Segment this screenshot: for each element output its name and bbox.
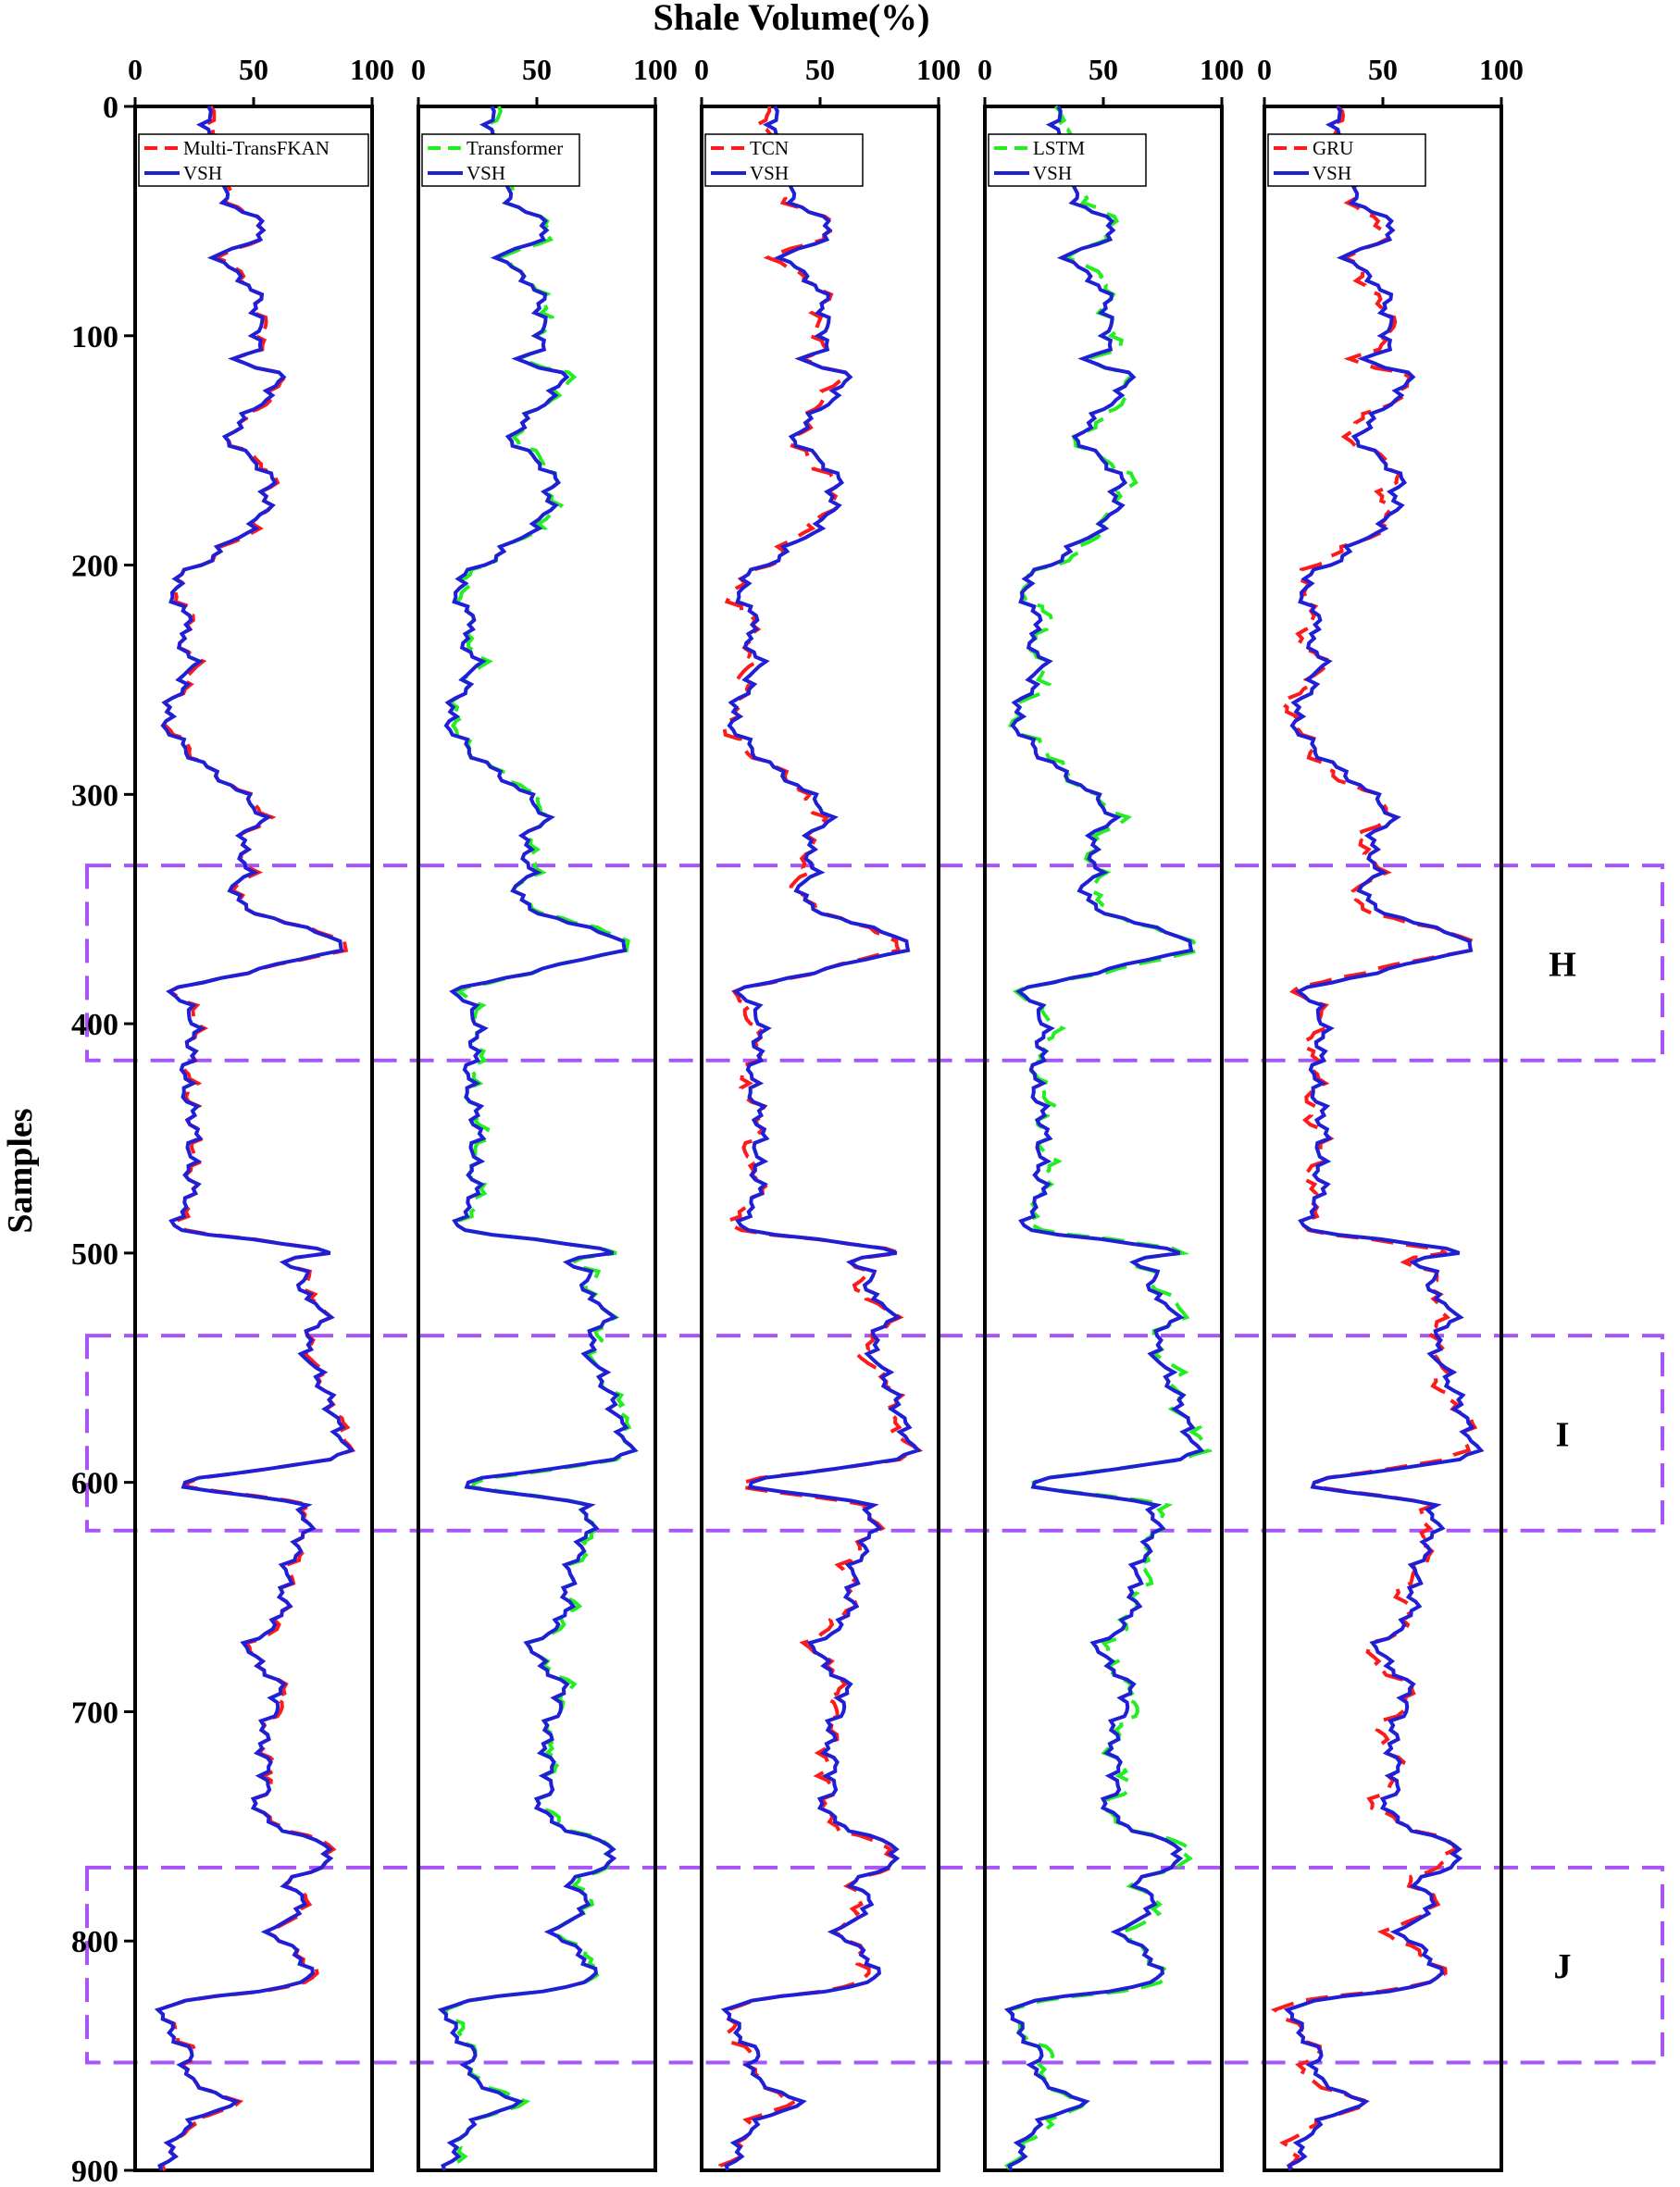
panel-frame-4 <box>1263 105 1503 2172</box>
x-tick-label-0: 0 <box>694 53 709 86</box>
y-tick-labels: 0 100 200 300 400 500 600 700 800 900 <box>71 91 118 2187</box>
legend-2: TCN VSH <box>704 133 864 187</box>
zone-label-H: H <box>1549 945 1576 984</box>
y-tick-label-800: 800 <box>71 1925 118 1959</box>
series-line-gru <box>1270 105 1478 2172</box>
panel-frame-1 <box>417 105 657 2172</box>
x-tick-label-0: 0 <box>977 53 992 86</box>
legend-label-vsh: VSH <box>467 162 505 184</box>
x-tick-label-50: 50 <box>1089 53 1118 86</box>
x-tick-label-100: 100 <box>1200 53 1244 86</box>
zone-box-H <box>85 864 1664 1062</box>
series-line-vsh-4 <box>1283 106 1485 2171</box>
legend-label-vsh: VSH <box>183 162 222 184</box>
legend-label-vsh: VSH <box>1033 162 1072 184</box>
panel-3: 0 50 100 LSTM VSH <box>977 53 1244 2172</box>
panel-0: 0 50 100 Multi-TransFKAN VSH <box>124 53 394 2172</box>
y-tick-label-0: 0 <box>103 91 118 125</box>
series-line-vsh-3 <box>1003 106 1205 2171</box>
panel-4: 0 50 100 GRU VSH <box>1257 53 1524 2172</box>
x-tick-label-100: 100 <box>916 53 961 86</box>
x-tick-label-0: 0 <box>128 53 143 86</box>
panel-frame-0 <box>133 105 374 2172</box>
x-tick-label-50: 50 <box>805 53 835 86</box>
y-tick-label-600: 600 <box>71 1467 118 1501</box>
x-tick-label-100: 100 <box>1479 53 1524 86</box>
y-tick-label-500: 500 <box>71 1237 118 1272</box>
x-tick-label-0: 0 <box>411 53 426 86</box>
legend-box <box>988 133 1147 187</box>
legend-label-prediction: LSTM <box>1033 137 1085 159</box>
panel-frame-2 <box>700 105 940 2172</box>
legend-label-prediction: GRU <box>1313 137 1353 159</box>
x-tick-label-50: 50 <box>1368 53 1398 86</box>
zone-label-I: I <box>1556 1415 1570 1454</box>
legend-4: GRU VSH <box>1267 133 1426 187</box>
legend-box <box>421 133 580 187</box>
y-tick-label-900: 900 <box>71 2155 118 2187</box>
series-line-vsh-0 <box>154 106 355 2171</box>
series-line-vsh-2 <box>720 106 922 2171</box>
panels-layer: 0 50 100 Multi-TransFKAN VSH 0 50 100 Transforme… <box>124 53 1524 2172</box>
y-tick-label-200: 200 <box>71 550 118 584</box>
panel-1: 0 50 100 Transformer VSH <box>411 53 678 2172</box>
legend-label-vsh: VSH <box>750 162 789 184</box>
legend-label-prediction: Transformer <box>467 137 563 159</box>
legend-1: Transformer VSH <box>421 133 580 187</box>
x-tick-label-50: 50 <box>522 53 552 86</box>
legend-0: Multi-TransFKAN VSH <box>138 133 369 187</box>
legend-3: LSTM VSH <box>988 133 1147 187</box>
series-line-tcn <box>717 106 924 2171</box>
zone-box-J <box>85 1865 1664 2065</box>
x-tick-label-100: 100 <box>633 53 678 86</box>
y-tick-label-400: 400 <box>71 1008 118 1042</box>
series-line-transformer <box>441 106 639 2171</box>
legend-box <box>704 133 864 187</box>
y-axis-label: Samples <box>1 1108 40 1233</box>
legend-label-prediction: TCN <box>750 137 789 159</box>
series-line-multi-transfkan <box>154 105 356 2172</box>
legend-box <box>138 133 369 187</box>
y-tick-label-700: 700 <box>71 1696 118 1730</box>
zone-label-J: J <box>1554 1947 1572 1986</box>
legend-box <box>1267 133 1426 187</box>
x-tick-label-50: 50 <box>239 53 268 86</box>
panel-2: 0 50 100 TCN VSH <box>694 53 961 2172</box>
chart-title: Shale Volume(%) <box>653 0 930 38</box>
x-tick-label-100: 100 <box>350 53 394 86</box>
legend-label-prediction: Multi-TransFKAN <box>183 137 330 159</box>
y-tick-label-100: 100 <box>71 320 118 354</box>
y-tick-label-300: 300 <box>71 778 118 813</box>
x-tick-label-0: 0 <box>1257 53 1272 86</box>
legend-label-vsh: VSH <box>1313 162 1351 184</box>
series-line-vsh-1 <box>437 106 639 2171</box>
